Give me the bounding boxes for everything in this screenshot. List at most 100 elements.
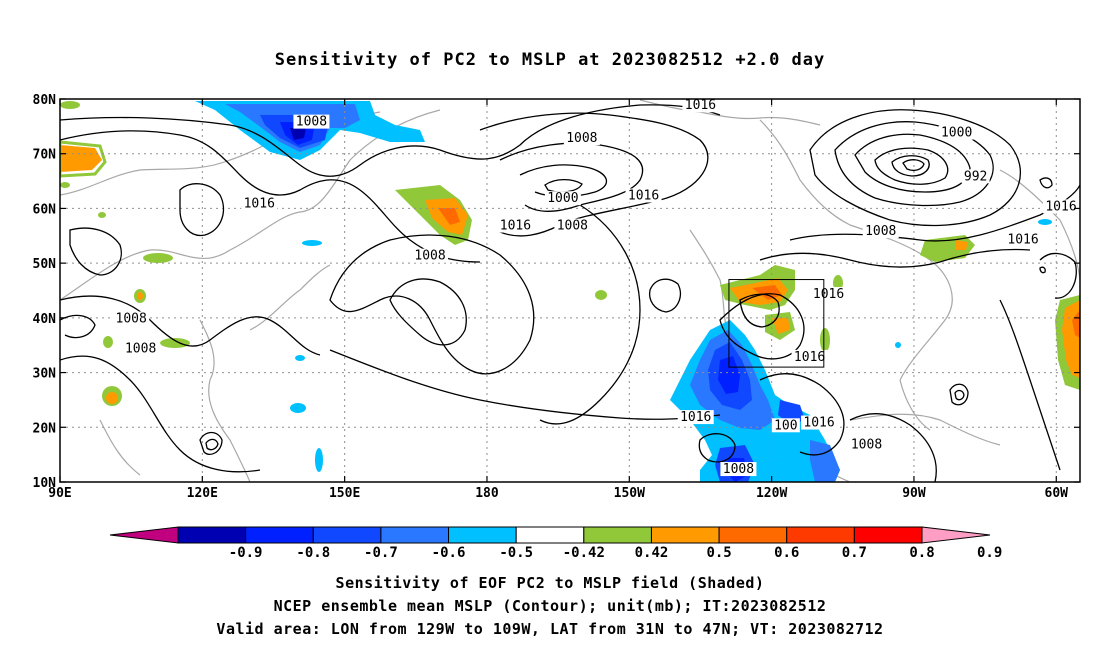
contour-label: 100 xyxy=(774,418,797,433)
contour-label: 1016 xyxy=(1007,232,1038,247)
colorbar-label: -0.42 xyxy=(563,545,605,561)
contour-label-bg xyxy=(961,169,990,184)
x-tick-label: 60W xyxy=(1045,486,1069,501)
shade-patch xyxy=(595,290,607,300)
colorbar-segment xyxy=(177,526,247,544)
x-tick-label: 180 xyxy=(475,486,499,501)
contour-label: 1008 xyxy=(865,224,896,239)
contour-label: 1008 xyxy=(296,115,327,130)
plot-area xyxy=(60,99,1080,482)
shade-patch xyxy=(60,145,102,172)
contour-label-bg xyxy=(810,286,847,301)
colorbar-label: 0.6 xyxy=(774,545,799,561)
colorbar-triangle-low xyxy=(109,526,179,544)
colorbar-label: -0.9 xyxy=(229,545,263,561)
footer-line-2: NCEP ensemble mean MSLP (Contour); unit(… xyxy=(273,597,827,615)
shade-patch xyxy=(60,182,70,188)
valid-area-box xyxy=(728,279,825,368)
contour-label-bg xyxy=(293,114,330,129)
contour-label: 1016 xyxy=(628,188,659,203)
contour-label-bg xyxy=(771,418,800,433)
colorbar-segment xyxy=(515,526,585,544)
colorbar-triangle-high xyxy=(921,526,991,544)
contour-label-bg xyxy=(682,99,719,113)
contour-label: 1016 xyxy=(794,350,825,365)
contour-label-bg xyxy=(625,188,662,203)
y-axis: 10N 20N 30N 40N 50N 60N 70N 80N xyxy=(33,93,1080,491)
plot-frame xyxy=(59,98,1081,483)
shade-patch xyxy=(315,448,323,472)
contour-label-bg xyxy=(938,125,975,140)
chart-title: Sensitivity of PC2 to MSLP at 2023082512… xyxy=(274,50,826,70)
shade-patch xyxy=(895,342,901,348)
colorbar-label: -0.5 xyxy=(499,545,533,561)
colorbar-label: 0.8 xyxy=(909,545,934,561)
x-tick-label: 120W xyxy=(756,486,787,501)
colorbar-segment xyxy=(650,526,720,544)
x-tick-label: 150E xyxy=(329,486,360,501)
colorbar-segment xyxy=(583,526,652,544)
contour-label: 1008 xyxy=(851,437,882,452)
shade-patch xyxy=(60,140,107,178)
contour-label: 1000 xyxy=(941,126,972,141)
contour-label: 1016 xyxy=(680,410,711,425)
shade-patch xyxy=(1038,219,1052,225)
colorbar-segment xyxy=(312,526,382,544)
shade-patch xyxy=(772,318,790,334)
contour-label-bg xyxy=(122,341,159,356)
contour-label: 1008 xyxy=(414,249,445,264)
colorbar-label: 0.9 xyxy=(977,545,1002,561)
colorbar-label: 0.42 xyxy=(635,545,669,561)
contour-label: 1008 xyxy=(125,342,156,357)
y-tick-label: 10N xyxy=(33,476,57,491)
contour-label-bg xyxy=(801,415,838,430)
colorbar-label: -0.7 xyxy=(364,545,398,561)
mslp-contours xyxy=(60,104,1080,482)
x-tick-label: 120E xyxy=(187,486,218,501)
shade-patch xyxy=(438,208,460,225)
shade-patch xyxy=(143,253,173,263)
contour-label-bg xyxy=(1005,232,1042,247)
contour-label: 1016 xyxy=(803,416,834,431)
shade-patch xyxy=(1072,310,1080,338)
contour-label: 1016 xyxy=(813,287,844,302)
contour-label-bg xyxy=(113,311,150,326)
colorbar-label: -0.8 xyxy=(296,545,330,561)
contour-label-bg xyxy=(563,131,600,146)
y-tick-label: 50N xyxy=(33,257,57,272)
contour-label-bg xyxy=(720,462,757,477)
y-tick-label: 70N xyxy=(33,148,57,163)
contour-label: 1008 xyxy=(116,312,147,327)
contour-label-bg xyxy=(241,196,278,211)
shade-patch xyxy=(820,328,830,352)
colorbar-label: -0.6 xyxy=(432,545,466,561)
x-tick-label: 90E xyxy=(48,486,71,501)
y-tick-label: 80N xyxy=(33,93,57,108)
contour-label-bg xyxy=(1043,199,1080,214)
contour-label: 1008 xyxy=(557,219,588,234)
shade-patch xyxy=(718,356,740,394)
contour-label: 1016 xyxy=(500,219,531,234)
shade-patch xyxy=(103,336,113,348)
y-tick-label: 30N xyxy=(33,367,57,382)
colorbar-label: 0.5 xyxy=(706,545,731,561)
contour-label-bg xyxy=(862,224,899,239)
footer-line-3: Valid area: LON from 129W to 109W, LAT f… xyxy=(216,620,884,638)
y-tick-label: 20N xyxy=(33,421,57,436)
contour-label: 1000 xyxy=(547,191,578,206)
contour-label-bg xyxy=(677,410,714,425)
shade-patch xyxy=(60,101,80,109)
contour-label-bg xyxy=(791,349,828,364)
contour-label: 1016 xyxy=(1045,199,1076,214)
contour-label: 1008 xyxy=(566,131,597,146)
shade-patch xyxy=(137,292,143,300)
shade-patch xyxy=(810,440,840,482)
colorbar-segment xyxy=(718,526,788,544)
y-tick-label: 60N xyxy=(33,202,57,217)
contour-label-bg xyxy=(554,218,591,233)
contour-label-bg xyxy=(848,437,885,452)
shade-patch xyxy=(295,355,305,361)
contour-label-bg xyxy=(412,248,449,263)
shade-patch xyxy=(955,240,968,250)
